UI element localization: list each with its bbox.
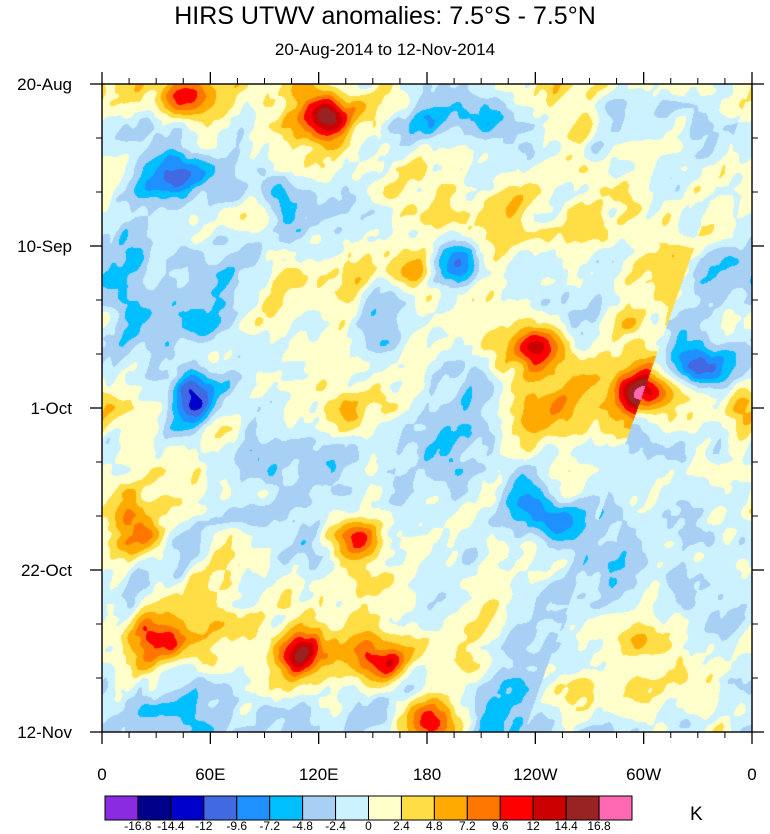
- colorbar-label: 16.8: [587, 819, 611, 833]
- anomaly-field: [102, 84, 752, 732]
- colorbar-label: 0: [365, 819, 372, 833]
- colorbar-box: [269, 795, 304, 821]
- colorbar-box: [499, 795, 534, 821]
- chart-subtitle: 20-Aug-2014 to 12-Nov-2014: [274, 40, 496, 59]
- colorbar-box: [236, 795, 271, 821]
- y-tick-label: 1-Oct: [30, 399, 72, 418]
- x-tick-label: 120W: [513, 765, 557, 784]
- colorbar-box: [368, 795, 402, 821]
- x-tick-label: 120E: [299, 765, 339, 784]
- colorbar-box: [335, 795, 369, 821]
- colorbar-label: 9.6: [492, 819, 509, 833]
- x-tick-label: 60E: [195, 765, 225, 784]
- x-axis-ticks: 0 60E 120E 180 120W 60W 0: [97, 72, 757, 784]
- colorbar-label: -16.8: [124, 819, 152, 833]
- colorbar-box: [302, 795, 337, 821]
- colorbar-units: K: [690, 804, 703, 825]
- x-tick-label: 0: [97, 765, 106, 784]
- colorbar-label: -7.2: [259, 819, 280, 833]
- chart-title: HIRS UTWV anomalies: 7.5°S - 7.5°N: [174, 2, 596, 30]
- colorbar-label: -14.4: [157, 819, 185, 833]
- colorbar-box: [203, 795, 238, 821]
- y-axis-ticks: 20-Aug 10-Sep 1-Oct 22-Oct 12-Nov: [17, 75, 764, 742]
- colorbar-box: [598, 795, 633, 821]
- colorbar-box: [137, 795, 172, 821]
- colorbar-box: [466, 795, 501, 821]
- colorbar-label: -4.8: [292, 819, 313, 833]
- colorbar-box: [170, 795, 205, 821]
- x-tick-label: 60W: [626, 765, 661, 784]
- plot-frame: [101, 83, 753, 733]
- colorbar-label: 12: [527, 819, 541, 833]
- x-tick-label: 180: [413, 765, 441, 784]
- colorbar-label: -12: [195, 819, 213, 833]
- colorbar-label: -9.6: [226, 819, 247, 833]
- colorbar-box: [532, 795, 567, 821]
- colorbar-box: [565, 795, 600, 821]
- colorbar-label: 14.4: [554, 819, 578, 833]
- colorbar-box: [104, 795, 139, 821]
- colorbar-box: [433, 795, 468, 821]
- colorbar-label: 4.8: [426, 819, 443, 833]
- y-tick-label: 20-Aug: [17, 75, 72, 94]
- colorbar-label: -2.4: [325, 819, 346, 833]
- colorbar-box: [400, 795, 435, 821]
- y-tick-label: 22-Oct: [21, 561, 72, 580]
- colorbar: -16.8 -14.4 -12 -9.6 -7.2 -4.8 -2.4 0 2.4 4.8 7.2 9…: [104, 795, 633, 833]
- x-tick-label: 0: [747, 765, 756, 784]
- y-tick-label: 10-Sep: [17, 237, 72, 256]
- y-tick-label: 12-Nov: [17, 723, 72, 742]
- colorbar-label: 2.4: [393, 819, 410, 833]
- colorbar-label: 7.2: [459, 819, 476, 833]
